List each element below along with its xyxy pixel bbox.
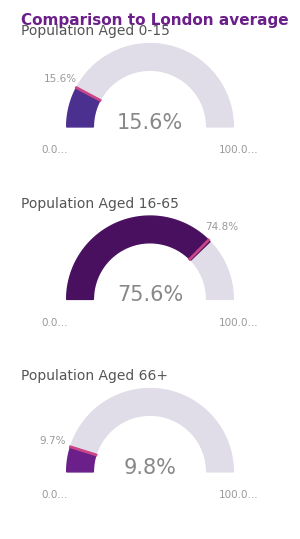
Text: 100.0...: 100.0...	[219, 490, 258, 500]
Text: 15.6%: 15.6%	[44, 74, 77, 84]
Polygon shape	[67, 447, 96, 472]
Text: 15.6%: 15.6%	[117, 113, 183, 133]
Text: Population Aged 16-65: Population Aged 16-65	[21, 197, 179, 211]
Text: 9.7%: 9.7%	[40, 437, 66, 446]
Text: 75.6%: 75.6%	[117, 285, 183, 305]
Text: 9.8%: 9.8%	[124, 458, 176, 478]
Text: 0.0...: 0.0...	[42, 145, 68, 155]
Text: Population Aged 66+: Population Aged 66+	[21, 369, 168, 383]
Text: 0.0...: 0.0...	[42, 317, 68, 328]
Text: 100.0...: 100.0...	[219, 145, 258, 155]
Polygon shape	[67, 216, 210, 299]
Polygon shape	[67, 44, 233, 127]
Polygon shape	[67, 389, 233, 472]
Text: 0.0...: 0.0...	[42, 490, 68, 500]
Text: 74.8%: 74.8%	[205, 222, 238, 232]
Text: Population Aged 0-15: Population Aged 0-15	[21, 24, 170, 38]
Text: 100.0...: 100.0...	[219, 317, 258, 328]
Text: Comparison to London average: Comparison to London average	[21, 13, 289, 29]
Polygon shape	[67, 216, 233, 299]
Polygon shape	[67, 88, 100, 127]
